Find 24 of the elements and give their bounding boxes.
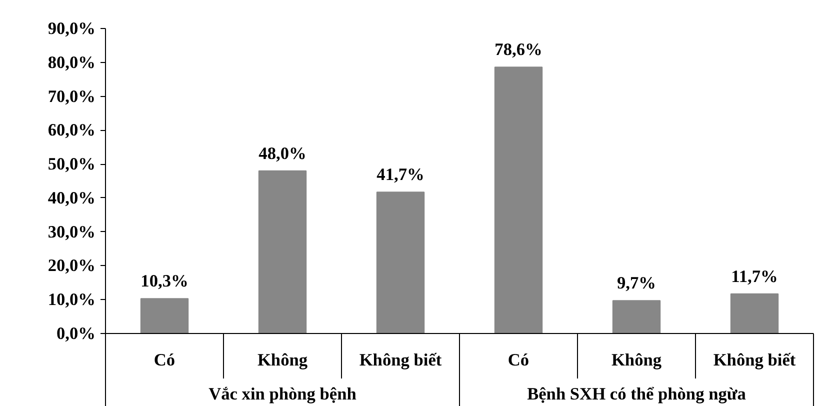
text: Bệnh SXH có thể phòng ngừa — [527, 384, 746, 404]
text: Vắc xin phòng bệnh — [208, 384, 357, 404]
x-tick-label: Không — [257, 350, 308, 370]
y-tick-label: 40,0% — [48, 188, 96, 208]
y-tick-label: 80,0% — [48, 52, 96, 72]
x-tick-label: Có — [154, 350, 176, 370]
data-label: 78,6% — [494, 40, 542, 60]
y-tick-label: 60,0% — [48, 120, 96, 140]
y-tick-label: 90,0% — [48, 19, 96, 38]
data-label: 41,7% — [376, 165, 424, 184]
x-tick-label: Không biết — [359, 350, 442, 370]
data-label: 10,3% — [140, 272, 188, 291]
y-tick-label: 10,0% — [48, 290, 96, 310]
y-tick-label: 50,0% — [48, 154, 96, 174]
y-tick-label: 0,0% — [56, 324, 96, 343]
x-tick-label: Không biết — [713, 350, 796, 370]
x-tick-label: Không — [611, 350, 662, 370]
data-label: 48,0% — [258, 144, 306, 163]
data-label: 11,7% — [731, 266, 778, 286]
y-tick-label: 30,0% — [48, 222, 96, 242]
data-label: 9,7% — [617, 274, 656, 293]
x-tick-label: Có — [508, 350, 530, 370]
y-tick-label: 20,0% — [48, 256, 96, 276]
y-tick-label: 70,0% — [48, 86, 96, 106]
